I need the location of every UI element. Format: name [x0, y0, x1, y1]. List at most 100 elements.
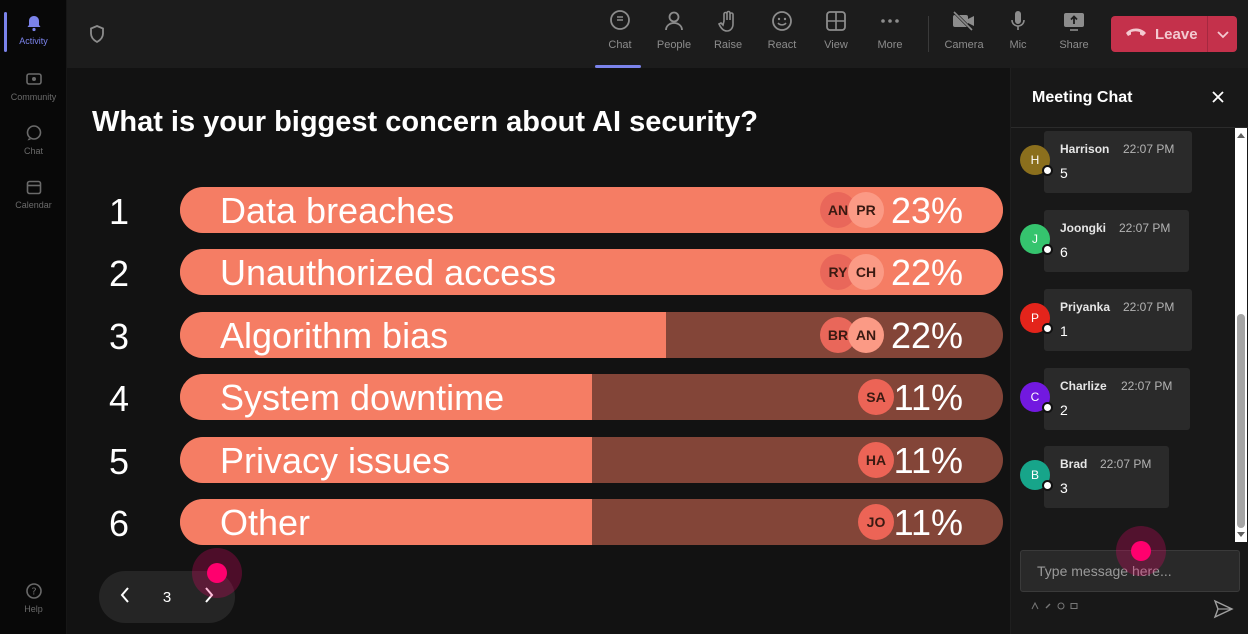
avatar-initial: C	[1030, 390, 1040, 404]
chevron-right-icon	[204, 586, 214, 608]
calendar-icon	[24, 177, 44, 197]
person-icon	[661, 8, 687, 34]
toolbar-view-button[interactable]: View	[811, 8, 861, 62]
chat-message-input[interactable]	[1020, 550, 1240, 592]
toolbar-mic-button[interactable]: Mic	[993, 8, 1043, 62]
rail-item-label: Community	[10, 92, 57, 102]
help-icon: ?	[24, 581, 44, 601]
chat-message-bubble: Joongki 22:07 PM 6	[1044, 210, 1189, 272]
rail-item-calendar[interactable]: Calendar	[0, 168, 67, 220]
avatar-initial: J	[1032, 232, 1038, 246]
poll-option-rank: 4	[108, 378, 130, 420]
poll-result-bar: Privacy issues HA 11%	[180, 436, 1003, 483]
chat-timestamp: 22:07 PM	[1123, 142, 1175, 156]
share-screen-icon	[1061, 8, 1087, 34]
poll-result-bar: Unauthorized access RY CH 22%	[180, 249, 1003, 296]
poll-result-bar: Algorithm bias BR AN 22%	[180, 311, 1003, 358]
chevron-down-icon	[1216, 26, 1229, 43]
poll-option-percent: 22%	[890, 252, 963, 294]
avatar[interactable]: H	[1020, 145, 1053, 176]
chat-message-bubble: Priyanka 22:07 PM 1	[1044, 289, 1192, 351]
svg-text:?: ?	[31, 587, 36, 598]
poll-option-row: 6 Other JO 11%	[67, 499, 1010, 547]
avatar[interactable]: P	[1020, 303, 1053, 334]
presence-indicator	[1042, 323, 1053, 334]
poll-result-bar: Other JO 11%	[180, 499, 1003, 545]
leave-button[interactable]: Leave	[1111, 16, 1237, 52]
previous-slide-button[interactable]	[99, 571, 151, 623]
toolbar-share-button[interactable]: Share	[1049, 8, 1099, 62]
scroll-up-arrow-icon[interactable]	[1237, 130, 1245, 140]
raise-hand-icon	[715, 8, 741, 34]
poll-option-row: 2 Unauthorized access RY CH 22%	[67, 249, 1010, 297]
toolbar-label: View	[824, 39, 848, 51]
toolbar-camera-button[interactable]: Camera	[939, 8, 989, 62]
voter-avatar: AN	[820, 192, 856, 228]
chat-message-text: 2	[1060, 402, 1068, 418]
rail-item-help[interactable]: ? Help	[0, 572, 67, 624]
leave-divider	[1207, 16, 1208, 52]
avatar[interactable]: B	[1020, 460, 1053, 491]
chat-message-text: 1	[1060, 323, 1068, 339]
poll-option-row: 3 Algorithm bias BR AN 22%	[67, 311, 1010, 360]
slide-number: 3	[162, 588, 172, 606]
avatar-initial: B	[1030, 468, 1039, 482]
emoji-icon[interactable]	[1057, 602, 1065, 610]
next-slide-button[interactable]	[183, 571, 235, 623]
rail-item-label: Calendar	[15, 200, 52, 210]
toolbar-label: Mic	[1009, 39, 1027, 51]
gif-icon[interactable]	[1070, 602, 1078, 610]
avatar-initial: H	[1030, 153, 1040, 167]
poll-result-fill	[180, 436, 592, 483]
chat-timestamp: 22:07 PM	[1123, 300, 1175, 314]
poll-option-label: Unauthorized access	[220, 252, 557, 294]
close-icon[interactable]	[1209, 88, 1227, 106]
presence-indicator	[1042, 480, 1053, 491]
chat-scrollbar[interactable]	[1235, 128, 1247, 542]
poll-option-label: Privacy issues	[220, 439, 451, 481]
toolbar-label: Chat	[608, 39, 632, 51]
rail-item-label: Activity	[19, 36, 48, 46]
scrollbar-thumb[interactable]	[1237, 314, 1245, 528]
voter-avatar: SA	[858, 379, 894, 416]
grid-view-icon	[823, 8, 849, 34]
rail-item-community[interactable]: Community	[0, 60, 67, 112]
shield-icon[interactable]	[87, 24, 107, 44]
toolbar-label: Raise	[713, 39, 743, 51]
poll-option-percent: 23%	[890, 190, 963, 231]
toolbar-label: More	[877, 39, 903, 51]
chat-sender-name: Harrison	[1060, 142, 1110, 156]
chat-timestamp: 22:07 PM	[1119, 221, 1171, 235]
chat-message-text: 6	[1060, 244, 1068, 260]
poll-option-percent: 11%	[893, 502, 963, 543]
toolbar-react-button[interactable]: React	[757, 8, 807, 62]
voter-avatar: HA	[858, 441, 894, 478]
rail-item-chat[interactable]: Chat	[0, 114, 67, 166]
attach-icon[interactable]	[1044, 602, 1052, 610]
avatar[interactable]: C	[1020, 382, 1053, 413]
toolbar-more-button[interactable]: More	[865, 8, 915, 62]
poll-option-rank: 5	[108, 440, 130, 482]
toolbar-raise-button[interactable]: Raise	[703, 8, 753, 62]
scroll-down-arrow-icon[interactable]	[1237, 530, 1245, 540]
rail-item-label: Help	[24, 604, 43, 614]
poll-option-rank: 1	[108, 191, 130, 232]
chat-icon	[24, 123, 44, 143]
leave-main[interactable]: Leave	[1111, 25, 1207, 43]
poll-option-label: Algorithm bias	[220, 314, 449, 356]
poll-option-rank: 2	[108, 253, 130, 295]
send-icon[interactable]	[1212, 598, 1234, 620]
more-dots-icon	[877, 8, 903, 34]
leave-options-button[interactable]	[1208, 26, 1237, 43]
toolbar-label: Camera	[944, 39, 984, 51]
avatar[interactable]: J	[1020, 224, 1053, 255]
rail-item-activity[interactable]: Activity	[0, 4, 67, 56]
format-icon[interactable]	[1031, 602, 1039, 610]
meeting-chat-panel: Meeting Chat Harrison 22:07 PM 5 H Joongki 22…	[1010, 68, 1248, 634]
toolbar-people-button[interactable]: People	[649, 8, 699, 62]
toolbar-label: Share	[1059, 39, 1089, 51]
toolbar-chat-button[interactable]: Chat	[595, 8, 645, 68]
poll-results-stage: What is your biggest concern about AI se…	[67, 68, 1010, 634]
chat-sender-name: Joongki	[1060, 221, 1107, 235]
